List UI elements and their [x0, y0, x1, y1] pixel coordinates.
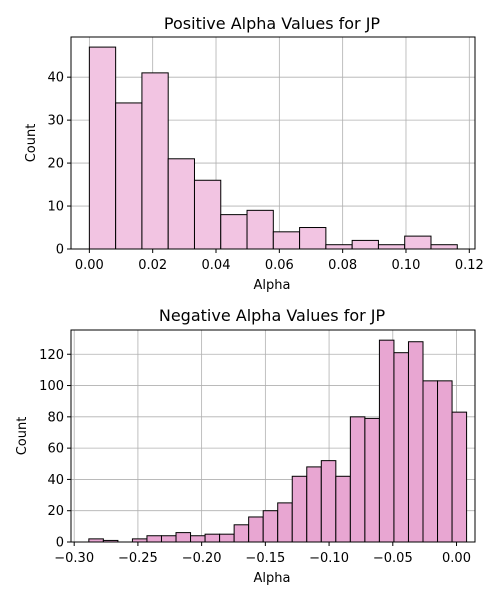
histogram-bar [233, 524, 250, 543]
histogram-bar [175, 532, 192, 543]
histogram-bar [299, 227, 327, 250]
negative-alpha-histogram: Negative Alpha Values for JP −0.30 −0.25−… [15, 306, 476, 586]
histogram-bar [378, 339, 395, 543]
x-tick-label: 0.10 [392, 258, 421, 273]
y-tick-label: 0 [56, 243, 64, 258]
y-axis-label: Count [15, 417, 30, 456]
histogram-bar [115, 102, 143, 250]
y-tick-label: 0 [56, 536, 64, 551]
histogram-bar [160, 535, 177, 543]
histogram-bar [193, 179, 222, 250]
x-axis-label: Alpha [254, 278, 291, 293]
histogram-bar [335, 475, 351, 543]
histogram-bar [277, 502, 293, 543]
histogram-bar [430, 244, 458, 250]
histogram-bar [325, 244, 353, 250]
plot-frame [70, 329, 476, 543]
y-axis-ticks: 0 20 40 60 80 100 120 [39, 348, 71, 551]
histogram-bar [204, 533, 221, 543]
x-tick-label: −0.05 [373, 551, 413, 566]
y-axis-ticks: 0 10 20 30 40 [47, 71, 71, 258]
histogram-bar [141, 72, 169, 250]
y-tick-label: 20 [47, 504, 64, 519]
y-tick-label: 120 [39, 348, 64, 363]
x-tick-label: 0.04 [202, 258, 231, 273]
chart-title: Positive Alpha Values for JP [164, 14, 381, 33]
histogram-bar [422, 380, 439, 543]
chart-title: Negative Alpha Values for JP [159, 306, 386, 325]
x-tick-label: −0.25 [118, 551, 158, 566]
histogram-bar [291, 475, 308, 543]
histogram-bar [393, 352, 409, 543]
histogram-bar [167, 158, 195, 250]
y-tick-label: 10 [47, 200, 64, 215]
y-tick-label: 40 [47, 71, 64, 86]
y-tick-label: 40 [47, 473, 64, 488]
y-tick-label: 30 [47, 114, 64, 129]
x-tick-label: −0.10 [309, 551, 349, 566]
histogram-bar [219, 533, 235, 543]
x-tick-label: 0.08 [328, 258, 357, 273]
histogram-bar [306, 466, 322, 543]
x-tick-label: 0.12 [455, 258, 484, 273]
positive-alpha-histogram: Positive Alpha Values for JP 0.00 0.02 0.0… [24, 14, 484, 293]
histogram-bar [349, 416, 366, 543]
x-tick-label: 0.02 [138, 258, 167, 273]
x-tick-label: 0.00 [75, 258, 104, 273]
histogram-bar [437, 380, 453, 543]
histogram-bar [248, 516, 264, 543]
x-axis-ticks: −0.30 −0.25 −0.20 −0.15 −0.10 −0.05 0.00 [54, 542, 471, 566]
histogram-bar [88, 46, 117, 250]
histogram-bar [220, 214, 248, 250]
histogram-bar [377, 244, 406, 250]
y-tick-label: 20 [47, 157, 64, 172]
x-tick-label: 0.00 [442, 551, 471, 566]
histogram-bar [364, 417, 380, 543]
x-tick-label: 0.06 [265, 258, 294, 273]
x-axis-ticks: 0.00 0.02 0.04 0.06 0.08 0.10 0.12 [75, 249, 484, 273]
histogram-bar [272, 231, 301, 250]
histogram-bar [190, 535, 206, 543]
bars [88, 46, 458, 250]
histogram-bar [146, 535, 162, 543]
x-axis-label: Alpha [254, 571, 291, 586]
histogram-bar [451, 411, 468, 543]
histogram-bar [407, 341, 424, 543]
bars [88, 339, 468, 543]
x-tick-label: −0.30 [54, 551, 94, 566]
histogram-bar [320, 460, 337, 543]
y-tick-label: 60 [47, 442, 64, 457]
x-tick-label: −0.15 [245, 551, 285, 566]
histogram-bar [351, 239, 379, 250]
histogram-bar [262, 510, 279, 543]
histogram-bar [404, 235, 432, 250]
plot-frame [70, 36, 476, 250]
x-tick-label: −0.20 [182, 551, 222, 566]
y-tick-label: 80 [47, 410, 64, 425]
histogram-bar [246, 209, 274, 250]
y-axis-label: Count [24, 124, 39, 163]
y-tick-label: 100 [39, 379, 64, 394]
